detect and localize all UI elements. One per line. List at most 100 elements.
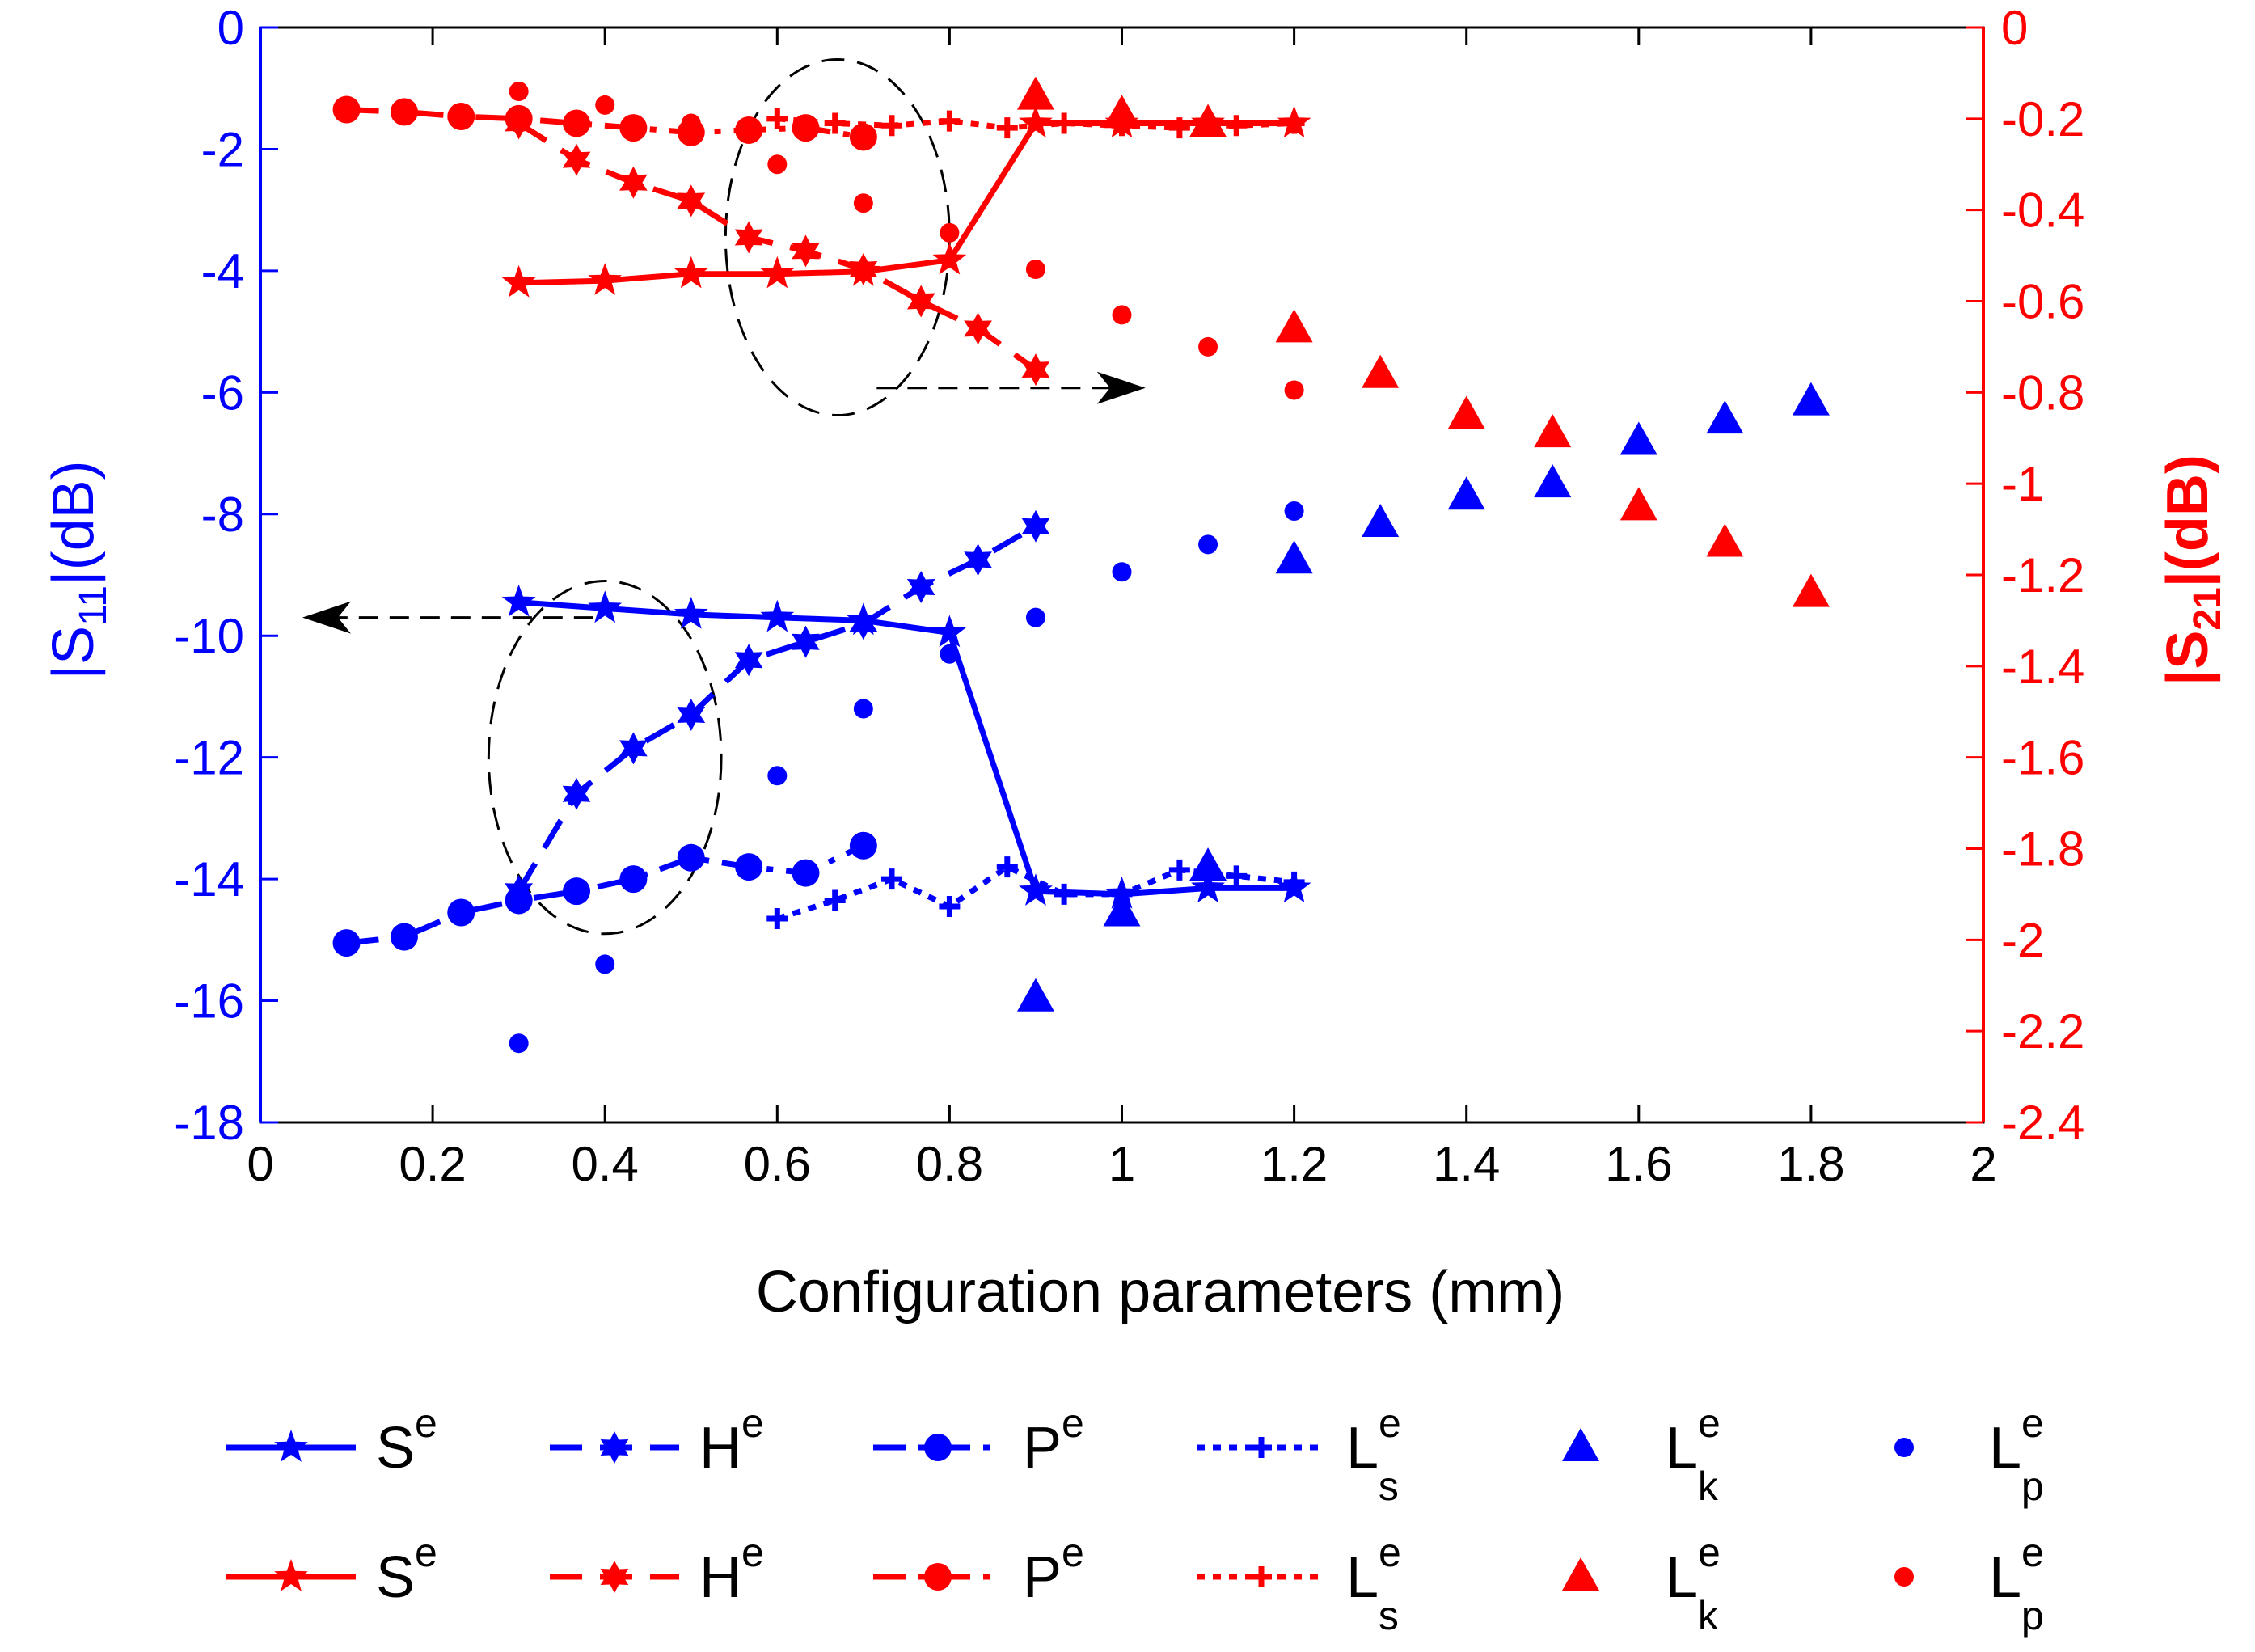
legend-label: Le p: [1989, 1530, 2044, 1638]
data-point-s11-Lk: [1447, 476, 1485, 510]
y-right-tick-label: -1: [2001, 457, 2044, 511]
data-point-s21-Ls: [766, 108, 788, 129]
data-point-s11-Pe: [563, 877, 591, 906]
data-point-s21-Lp: [1284, 380, 1304, 400]
data-point-s11-Pe: [619, 865, 648, 894]
data-point-s11-Lp: [853, 699, 873, 719]
x-axis: 0 0.2 0.4 0.6 0.8 1 1.2 1.4 1.6 1.8 2: [247, 26, 1997, 1191]
legend-item-s21-Lk: Le k: [1562, 1530, 1721, 1638]
legend-label-sup: e: [2021, 1530, 2044, 1575]
y-right-tick-label: -2: [2001, 913, 2044, 967]
y-axis-left-label: |S11|(dB): [41, 460, 115, 679]
data-point-s11-Lk: [1016, 978, 1054, 1012]
data-point-s11-Ls: [1226, 865, 1248, 887]
y-right-label-part: |(dB): [2156, 454, 2220, 587]
data-point-s11-Ls: [1168, 859, 1190, 881]
data-point-s11-He: [1021, 509, 1050, 543]
legend-label-base: P: [1023, 1545, 1062, 1610]
data-point-s11-Lp: [1025, 607, 1045, 627]
data-point-s21-Pe: [619, 114, 648, 142]
legend-label-sup: e: [1379, 1401, 1401, 1446]
y-axis-left: 0 -2 -4 -6 -8 -10 -12 -14 -16 -18: [174, 1, 278, 1150]
y-left-tick-label: -2: [201, 122, 244, 176]
legend-item-s11-Lp: Le p: [1894, 1401, 2044, 1509]
s21-ellipse-arrow-head: [1096, 371, 1146, 404]
legend-label-base: L: [1346, 1416, 1379, 1481]
data-point-s21-He: [677, 184, 706, 218]
legend-label: Le k: [1666, 1530, 1721, 1638]
legend-label-base: H: [699, 1545, 741, 1610]
legend-label: Pe: [1023, 1530, 1084, 1610]
data-point-s11-He: [734, 644, 763, 677]
data-point-s21-Pe: [735, 116, 763, 144]
y-right-tick-label: -2.4: [2001, 1096, 2084, 1150]
data-point-s21-He: [906, 285, 935, 318]
legend-label: He: [699, 1401, 764, 1481]
data-point-s11-Lk: [1619, 421, 1657, 455]
legend-label-sub: s: [1379, 1593, 1399, 1638]
legend-marker: [1562, 1557, 1599, 1591]
data-point-s11-Lp: [1112, 562, 1132, 582]
data-point-s11-Ls: [824, 889, 846, 911]
data-point-s21-Pe: [332, 95, 361, 124]
series-s11-Lk: [1016, 382, 1830, 1012]
data-point-s11-Lp: [509, 1033, 529, 1054]
legend-marker: [274, 1430, 308, 1462]
data-point-s21-Lp: [940, 222, 960, 243]
legend-label: Le s: [1346, 1401, 1401, 1509]
y-left-tick-label: -18: [174, 1096, 244, 1150]
legend-label-sub: k: [1698, 1593, 1719, 1638]
data-point-s11-Se: [1191, 870, 1225, 903]
data-point-s21-He: [734, 221, 763, 254]
legend-label-sub: p: [2021, 1464, 2044, 1509]
legend-marker: [924, 1434, 952, 1461]
data-point-s11-Lk: [1275, 540, 1313, 574]
data-point-s11-Lp: [1284, 501, 1304, 522]
data-point-s11-Lp: [595, 954, 615, 974]
data-point-s11-He: [562, 777, 591, 810]
x-tick-label: 0: [247, 1137, 273, 1191]
data-point-s11-Lk: [1706, 400, 1744, 434]
data-point-s21-Lk: [1275, 309, 1313, 343]
legend-label-sup: e: [2021, 1401, 2044, 1446]
legend-label: Le p: [1989, 1401, 2044, 1509]
legend-label-base: L: [1666, 1545, 1698, 1610]
data-point-s11-He: [906, 571, 935, 603]
data-point-s21-Pe: [390, 98, 418, 126]
data-point-s21-Lp: [853, 193, 873, 213]
data-point-s21-Ls: [996, 117, 1018, 139]
y-right-tick-label: -1.2: [2001, 548, 2084, 602]
data-point-s21-Se: [932, 242, 967, 275]
legend-label: Le k: [1666, 1401, 1721, 1509]
legend-item-s11-Pe: Pe: [873, 1401, 1084, 1481]
data-point-s11-He: [792, 625, 820, 658]
data-point-s11-Lk: [1189, 847, 1227, 881]
x-tick-label: 1.8: [1777, 1137, 1844, 1191]
data-point-s21-Ls: [1054, 112, 1075, 134]
data-point-s11-Se: [932, 615, 967, 648]
data-point-s21-Lk: [1792, 573, 1830, 607]
data-point-s21-Lp: [1198, 336, 1218, 357]
legend: Se He Pe Le sLe kLe pSe He Pe Le sLe kLe p: [226, 1401, 2044, 1638]
data-point-s11-Ls: [1283, 871, 1305, 893]
s11-ellipse: [487, 580, 723, 936]
data-point-s21-Ls: [1226, 115, 1248, 137]
x-tick-label: 1: [1108, 1137, 1135, 1191]
legend-label-base: H: [699, 1416, 741, 1481]
legend-label: Se: [376, 1401, 437, 1481]
data-point-s21-He: [792, 234, 820, 268]
data-point-s21-Lp: [509, 81, 529, 101]
legend-label-sup: e: [1379, 1530, 1401, 1575]
y-right-tick-label: -0.4: [2001, 184, 2084, 238]
legend-item-s21-Ls: Le s: [1197, 1530, 1401, 1638]
data-point-s11-Se: [1019, 873, 1053, 906]
x-tick-label: 0.2: [399, 1137, 466, 1191]
series-line-s21-Se: [518, 120, 1294, 286]
data-point-s11-Ls: [996, 856, 1018, 878]
x-tick-label: 0.8: [916, 1137, 983, 1191]
data-point-s21-Lk: [1103, 95, 1141, 129]
data-point-s21-Se: [1019, 105, 1053, 138]
y-axis-right-label: |S21|(dB): [2156, 454, 2229, 686]
legend-label-sup: e: [741, 1401, 764, 1446]
